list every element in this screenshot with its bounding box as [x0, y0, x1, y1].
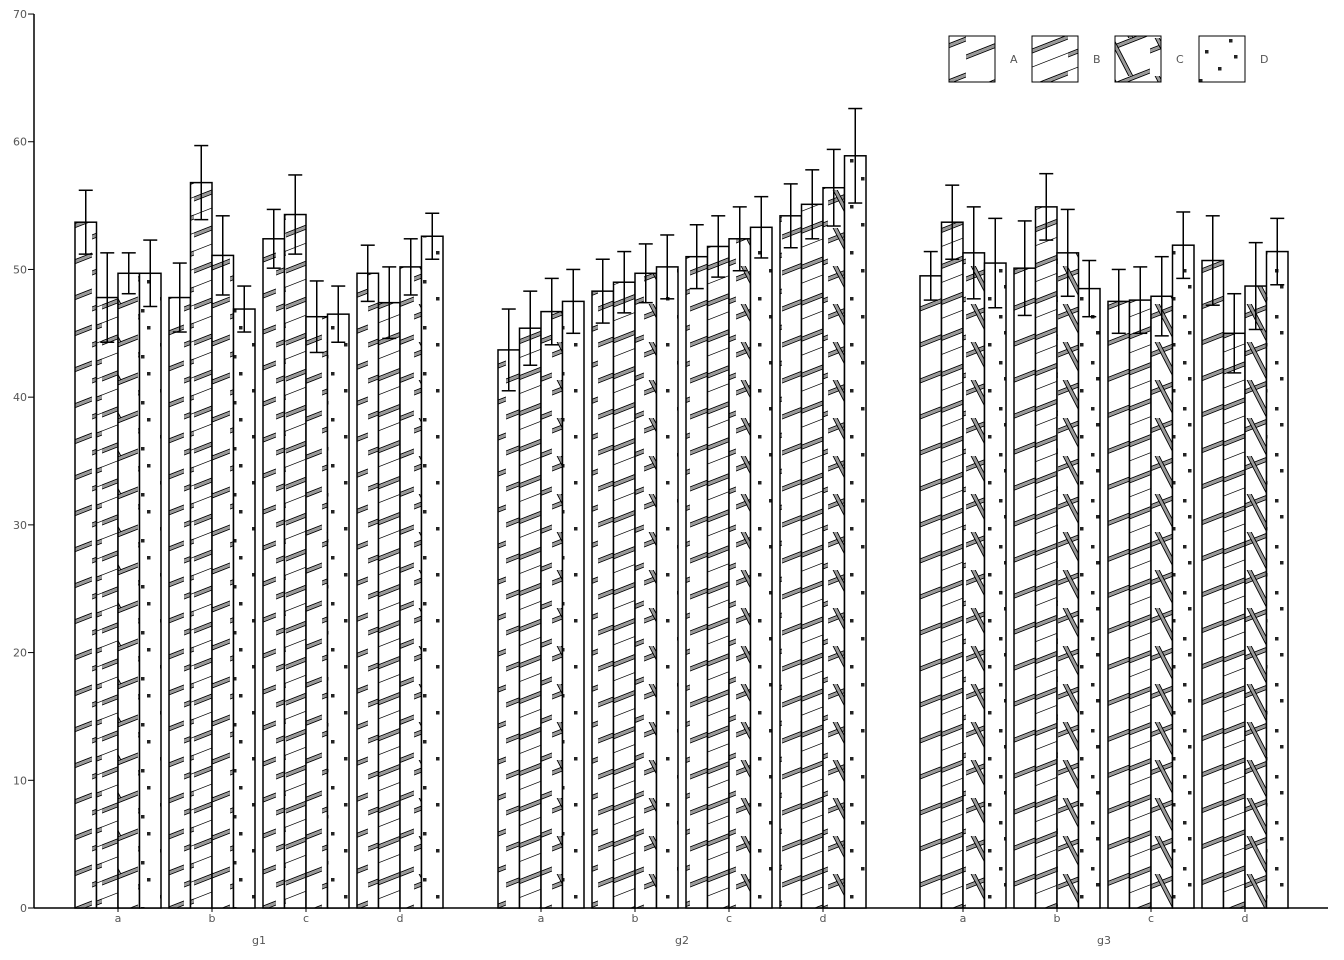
bar-g2-b-b	[612, 281, 636, 909]
legend-swatch-a	[948, 35, 996, 83]
bar-g3-b-b	[1034, 206, 1058, 909]
bar-g2-c-a	[685, 255, 709, 909]
bar-g2-d-d	[843, 155, 867, 909]
bar-g2-d-a	[779, 215, 803, 909]
y-tick-label: 10	[13, 774, 27, 787]
bar-g1-a-b	[95, 296, 119, 909]
bar-g3-d-d	[1265, 250, 1289, 909]
bar-g2-c-d	[749, 226, 773, 909]
y-tick-label: 30	[13, 519, 27, 532]
x-category-label: a	[115, 912, 122, 925]
bar-g1-a-a	[74, 221, 98, 909]
legend: A B C D	[948, 35, 1268, 83]
legend-swatch-b	[1031, 35, 1079, 83]
bar-g2-a-c	[540, 310, 564, 909]
y-tick-label: 60	[13, 136, 27, 149]
x-category-label: c	[303, 912, 309, 925]
bar-g2-c-b	[706, 245, 730, 909]
bar-g3-c-d	[1171, 244, 1195, 909]
x-category-label: d	[397, 912, 404, 925]
y-tick-label: 0	[20, 902, 27, 915]
bar-g1-d-b	[377, 301, 401, 909]
y-tick-label: 70	[13, 8, 27, 21]
bar-g3-d-a	[1201, 259, 1225, 909]
x-group-label: g2	[675, 934, 689, 947]
x-category-label: d	[820, 912, 827, 925]
legend-label-b: B	[1093, 53, 1101, 66]
bar-g3-d-c	[1244, 285, 1268, 909]
bar-g1-c-c	[305, 315, 329, 909]
x-category-label: c	[1148, 912, 1154, 925]
x-category-label: b	[209, 912, 216, 925]
x-category-label: a	[960, 912, 967, 925]
bar-g2-d-c	[822, 186, 846, 909]
legend-label-c: C	[1176, 53, 1184, 66]
bar-g1-b-b	[189, 181, 213, 909]
bar-g3-a-d	[983, 262, 1007, 909]
legend-label-a: A	[1010, 53, 1018, 66]
x-axis-labels: a b c d g1 a b c d g2 a b c d g3	[115, 908, 1249, 947]
bar-g1-d-d	[420, 235, 444, 909]
bar-g1-b-d	[232, 308, 256, 909]
bar-g2-d-b	[800, 203, 824, 909]
bar-g2-b-c	[634, 272, 658, 909]
bar-g1-c-a	[262, 238, 286, 909]
bar-g2-a-b	[518, 327, 542, 909]
bar-g3-d-b	[1222, 332, 1246, 909]
legend-swatch-d	[1198, 35, 1246, 83]
bar-g1-b-a	[168, 296, 192, 909]
bars-layer	[74, 155, 1289, 909]
bar-g1-d-a	[356, 272, 380, 909]
error-bars-layer	[78, 107, 1285, 392]
legend-label-d: D	[1260, 53, 1268, 66]
bar-g2-c-c	[728, 238, 752, 909]
x-category-label: c	[726, 912, 732, 925]
bar-g3-a-c	[962, 252, 986, 909]
bar-g1-a-c	[117, 272, 141, 909]
bar-g1-b-c	[211, 254, 235, 909]
bar-g1-d-c	[399, 266, 423, 909]
bar-g3-b-a	[1013, 267, 1037, 909]
bar-g3-a-b	[940, 221, 964, 909]
x-group-label: g1	[252, 934, 266, 947]
bar-g3-a-a	[919, 275, 943, 909]
x-category-label: b	[1054, 912, 1061, 925]
x-group-label: g3	[1097, 934, 1111, 947]
bar-g2-b-d	[655, 266, 679, 909]
bar-g2-a-d	[561, 300, 585, 909]
y-tick-label: 40	[13, 391, 27, 404]
x-category-label: a	[538, 912, 545, 925]
bar-g3-b-d	[1077, 287, 1101, 909]
y-axis-ticks: 0 10 20 30 40 50 60 70	[13, 8, 34, 915]
legend-swatch-c	[1114, 35, 1162, 83]
bar-g3-c-a	[1107, 300, 1131, 909]
bar-g1-c-d	[326, 313, 350, 909]
bar-g3-b-c	[1056, 252, 1080, 909]
bar-g2-a-a	[497, 349, 521, 909]
bar-g1-a-d	[138, 272, 162, 909]
x-category-label: d	[1242, 912, 1249, 925]
y-tick-label: 20	[13, 647, 27, 660]
bar-g3-c-c	[1150, 295, 1174, 909]
bar-g3-c-b	[1128, 299, 1152, 909]
y-tick-label: 50	[13, 263, 27, 276]
x-category-label: b	[632, 912, 639, 925]
bar-g1-c-b	[283, 213, 307, 909]
bar-g2-b-a	[591, 290, 615, 909]
